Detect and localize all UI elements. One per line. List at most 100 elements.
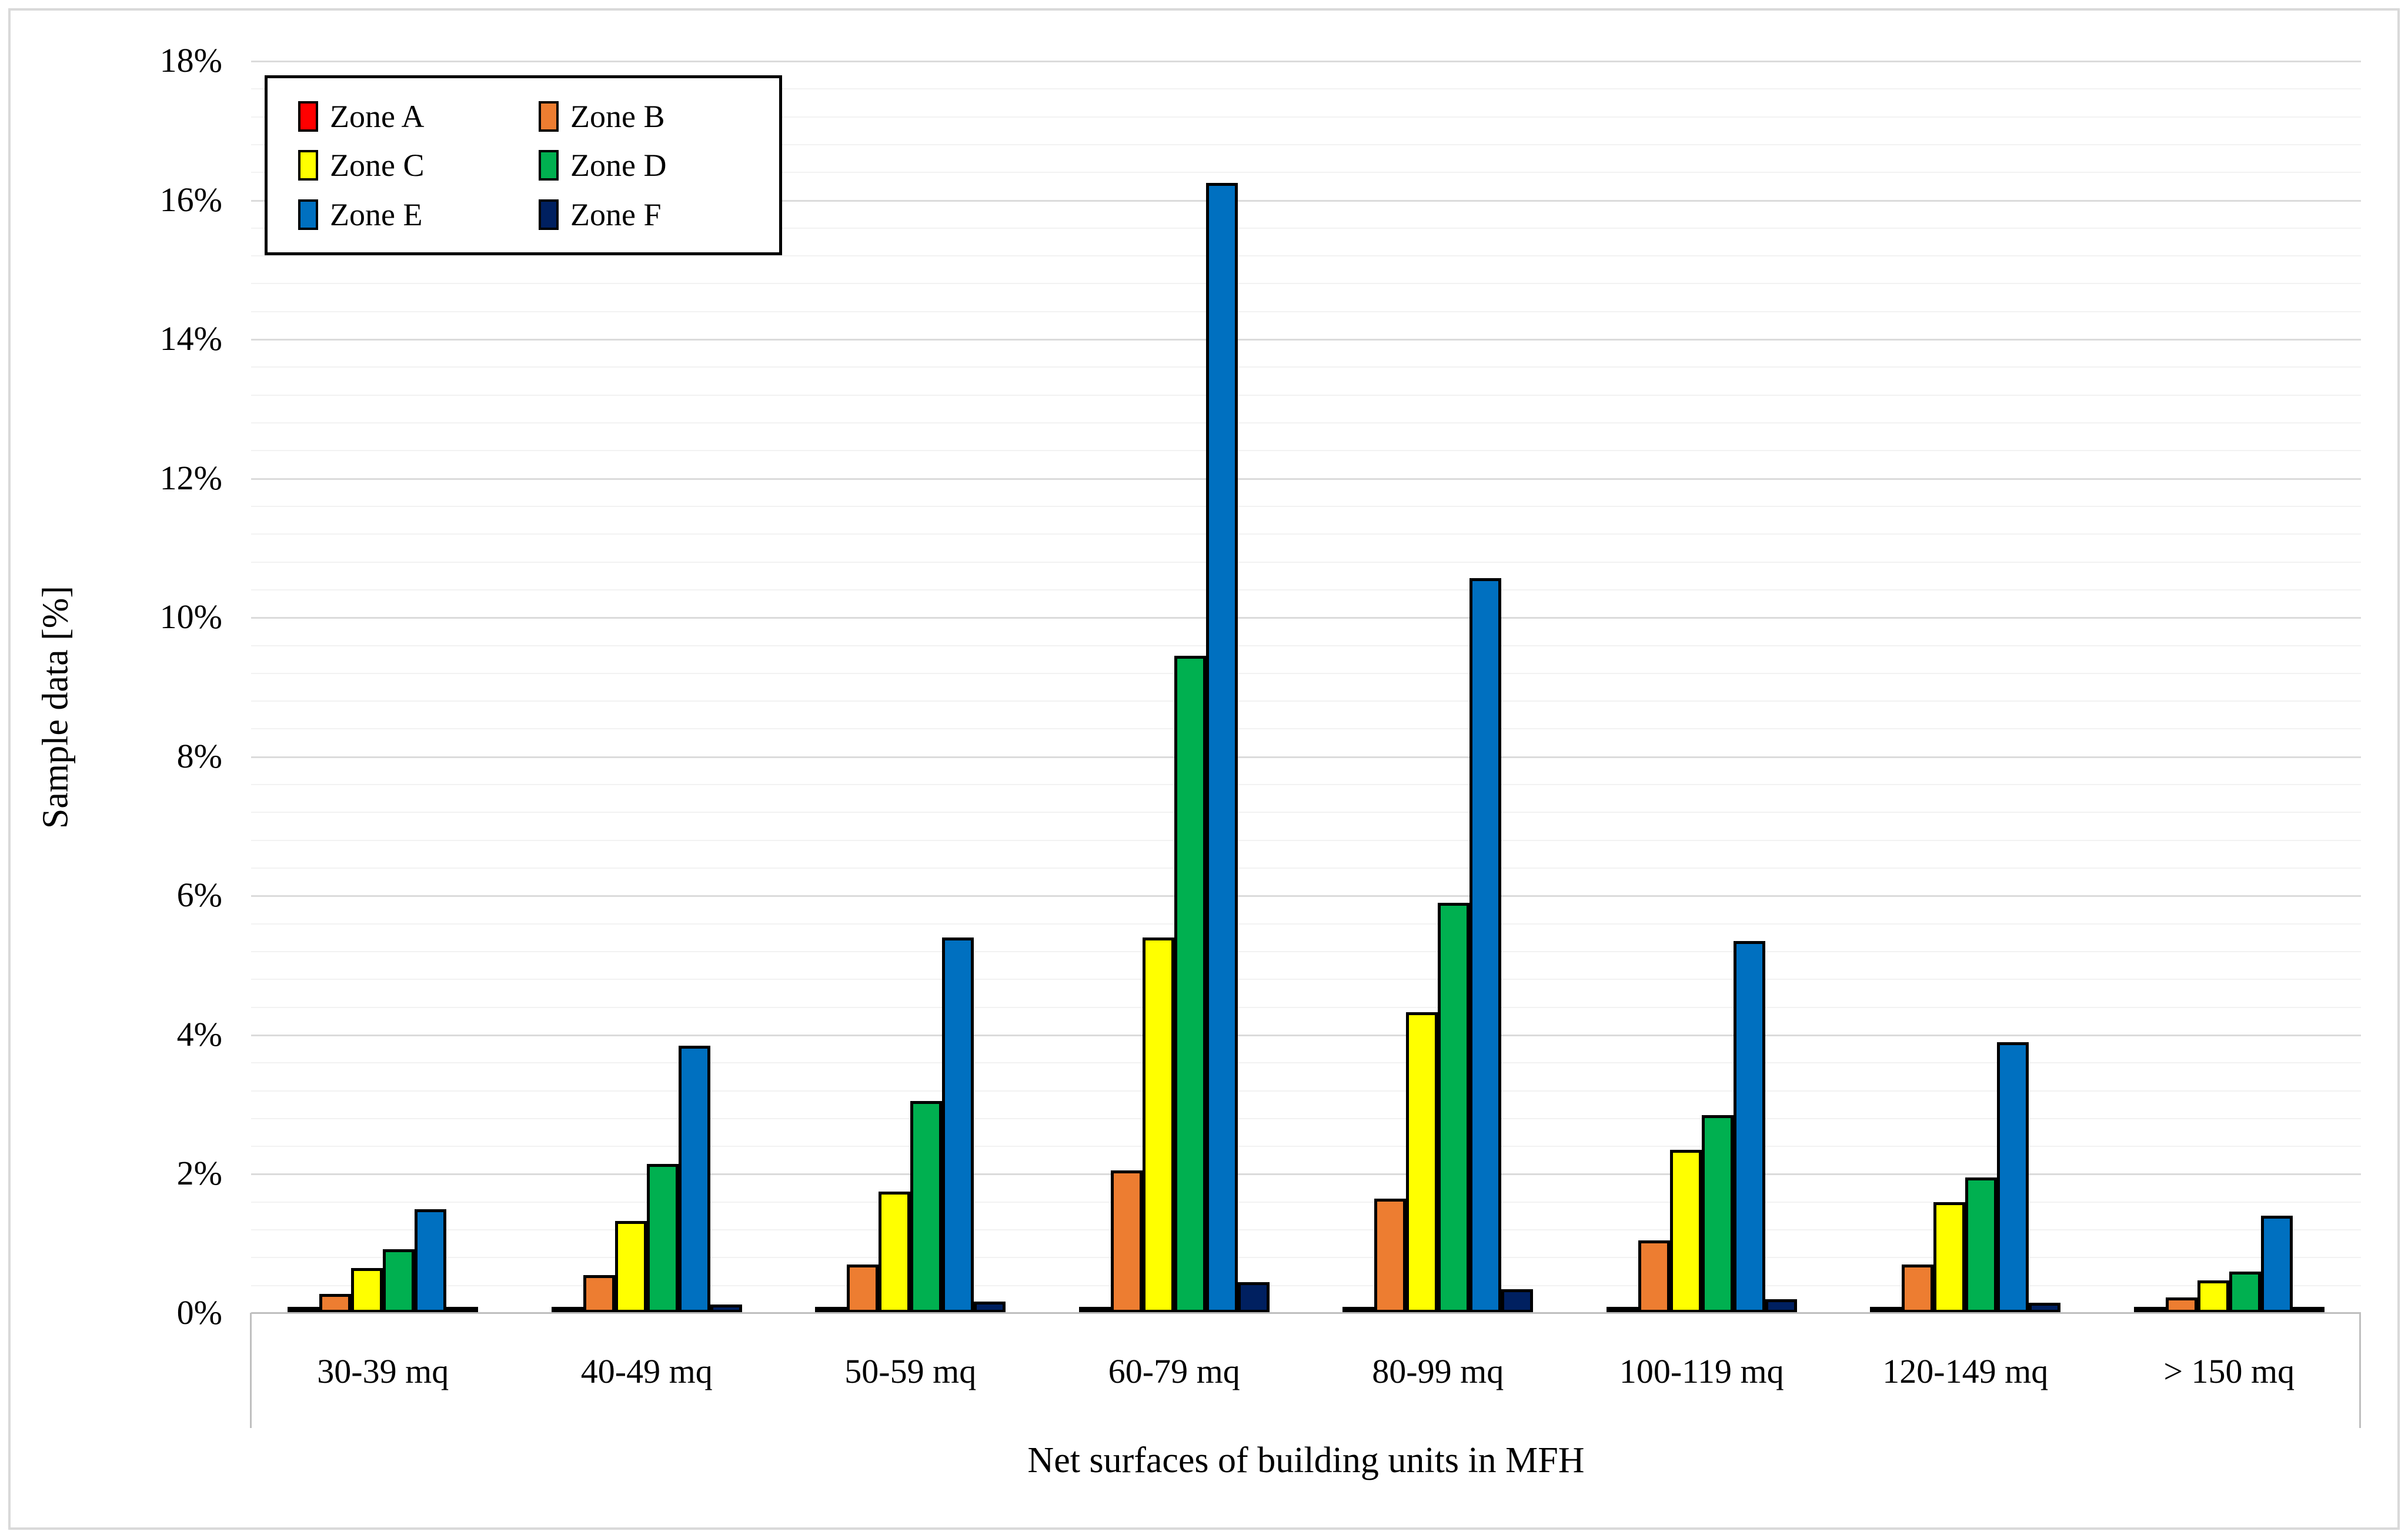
minor-gridline [251, 784, 2361, 786]
minor-gridline [251, 172, 2361, 174]
bar-group-40-49-mq [515, 61, 779, 1313]
bar-group-30-39-mq [251, 61, 515, 1313]
bar-zone-e-40-49-mq [678, 1045, 710, 1313]
bar-zone-c-80-99-mq [1406, 1012, 1438, 1313]
plot-area [251, 61, 2361, 1314]
legend-item-zone-d: Zone D [539, 149, 779, 181]
minor-gridline [251, 979, 2361, 980]
bar-zone-b-40-49-mq [583, 1275, 615, 1313]
bar-zone-e-150-mq [2260, 1216, 2293, 1313]
bar-zone-d-100-119-mq [1701, 1115, 1734, 1313]
bar-zone-a-40-49-mq [551, 1307, 583, 1313]
legend-label: Zone D [570, 148, 667, 183]
legend-label: Zone B [570, 98, 665, 134]
y-tick-label: 4% [176, 1015, 222, 1053]
bar-zone-f-60-79-mq [1237, 1282, 1270, 1313]
minor-gridline [251, 1201, 2361, 1203]
bar-zone-d-80-99-mq [1438, 903, 1470, 1313]
legend-item-zone-f: Zone F [539, 199, 779, 231]
x-tick-label: 80-99 mq [1372, 1352, 1504, 1390]
y-tick-label: 2% [176, 1154, 222, 1193]
bar-zone-d-50-59-mq [910, 1101, 943, 1313]
legend-swatch-icon [298, 150, 318, 181]
minor-gridline [251, 227, 2361, 229]
bar-zone-d-40-49-mq [646, 1163, 679, 1313]
major-gridline [251, 756, 2361, 758]
bar-group-50-59-mq [779, 61, 1043, 1313]
bar-zone-a-30-39-mq [288, 1307, 320, 1313]
legend-item-zone-a: Zone A [298, 101, 539, 132]
bar-zone-a-60-79-mq [1078, 1307, 1111, 1313]
x-tick-label: 60-79 mq [1108, 1352, 1240, 1390]
minor-gridline [251, 116, 2361, 118]
x-tick-label: 40-49 mq [580, 1352, 713, 1390]
minor-gridline [251, 505, 2361, 507]
x-tick-label: 30-39 mq [317, 1352, 449, 1390]
bar-zone-a-100-119-mq [1606, 1307, 1638, 1313]
legend-item-zone-b: Zone B [539, 101, 779, 132]
minor-gridline [251, 1146, 2361, 1147]
y-tick-label: 14% [159, 319, 222, 358]
minor-gridline [251, 450, 2361, 452]
bar-zone-c-50-59-mq [879, 1191, 911, 1313]
minor-gridline [251, 645, 2361, 646]
minor-gridline [251, 283, 2361, 285]
minor-gridline [251, 950, 2361, 952]
bar-zone-b-60-79-mq [1110, 1170, 1143, 1313]
bar-zone-d-120-149-mq [1965, 1177, 1998, 1313]
minor-gridline [251, 1062, 2361, 1064]
x-tick-label: > 150 mq [2163, 1352, 2295, 1390]
bar-zone-b-30-39-mq [319, 1293, 352, 1313]
major-gridline [251, 617, 2361, 619]
legend-swatch-icon [539, 101, 559, 132]
minor-gridline [251, 700, 2361, 702]
bar-zone-c-30-39-mq [351, 1268, 383, 1313]
legend-swatch-icon [298, 199, 318, 230]
bar-group-120-149-mq [1833, 61, 2098, 1313]
bar-zone-f-100-119-mq [1765, 1299, 1797, 1313]
bar-zone-e-80-99-mq [1469, 578, 1502, 1313]
y-tick-label: 16% [159, 180, 222, 219]
legend-label: Zone C [330, 148, 425, 183]
bar-zone-f-150-mq [2292, 1307, 2324, 1313]
minor-gridline [251, 1006, 2361, 1008]
minor-gridline [251, 561, 2361, 563]
y-tick-label: 10% [159, 598, 222, 636]
major-gridline [251, 339, 2361, 341]
y-tick-label: 8% [176, 736, 222, 775]
bar-zone-c-120-149-mq [1933, 1202, 1966, 1313]
bar-group-100-119-mq [1570, 61, 1834, 1313]
bar-zone-e-100-119-mq [1733, 941, 1765, 1313]
bar-zone-e-60-79-mq [1205, 182, 1238, 1313]
bar-zone-e-120-149-mq [1997, 1042, 2029, 1313]
bar-zone-b-50-59-mq [847, 1265, 879, 1313]
minor-gridline [251, 1117, 2361, 1119]
minor-gridline [251, 589, 2361, 590]
x-axis-line [251, 1312, 2361, 1314]
bar-group-80-99-mq [1306, 61, 1570, 1313]
bar-zone-d-150-mq [2229, 1271, 2261, 1313]
bar-zone-a-80-99-mq [1342, 1307, 1375, 1313]
minor-gridline [251, 868, 2361, 869]
minor-gridline [251, 533, 2361, 535]
bar-group-60-79-mq [1043, 61, 1307, 1313]
minor-gridline [251, 672, 2361, 674]
bar-zone-b-100-119-mq [1638, 1240, 1670, 1313]
axis-edge-tick-right [2359, 1313, 2361, 1428]
minor-gridline [251, 923, 2361, 925]
x-tick-label: 50-59 mq [844, 1352, 977, 1390]
legend-item-zone-e: Zone E [298, 199, 539, 231]
legend: Zone A Zone B Zone C Zone D Zone E Zone F [265, 75, 782, 255]
bar-zone-c-60-79-mq [1142, 938, 1174, 1313]
x-tick-label: 100-119 mq [1619, 1352, 1784, 1390]
bar-zone-b-120-149-mq [1902, 1265, 1934, 1313]
major-gridline [251, 1173, 2361, 1176]
bar-zone-f-50-59-mq [974, 1301, 1006, 1313]
minor-gridline [251, 1229, 2361, 1231]
bar-zone-f-30-39-mq [446, 1307, 479, 1313]
legend-item-zone-c: Zone C [298, 149, 539, 181]
legend-swatch-icon [539, 150, 559, 181]
legend-swatch-icon [539, 199, 559, 230]
bar-zone-a-120-149-mq [1870, 1307, 1902, 1313]
